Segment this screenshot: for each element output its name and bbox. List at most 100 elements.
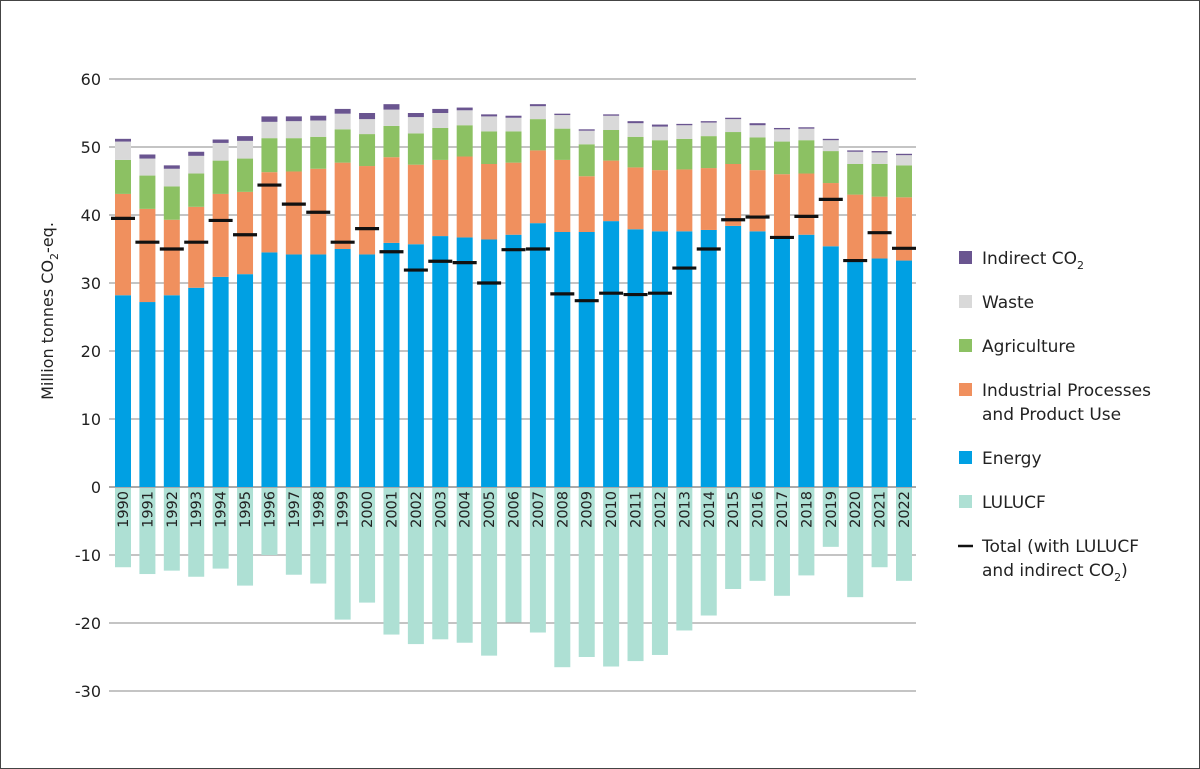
legend-swatch [959,295,972,308]
bar-segment-indirect-co2 [773,127,790,130]
bar-segment-energy [822,246,839,487]
bar-segment-indirect-co2 [627,121,644,124]
bar-segment-lulucf [237,488,254,586]
x-tick-label: 2011 [629,491,645,528]
x-tick-label: 2008 [555,491,571,528]
x-tick-label: 2022 [897,491,913,528]
bar-segment-waste [822,140,839,152]
bar-segment-energy [700,229,717,487]
bar-segment-waste [139,158,156,176]
bar-segment-energy [627,229,644,487]
bar-segment-energy [261,252,278,487]
bar-segment-energy [383,242,400,487]
x-tick-label: 2016 [751,491,767,528]
bar-segment-industrial-processes-and-product-use [627,167,644,230]
bar-segment-agriculture [871,164,888,197]
bar-segment-waste [529,106,546,120]
y-tick-label: -10 [75,546,101,565]
bar-segment-industrial-processes-and-product-use [407,164,424,245]
bar-segment-lulucf [139,488,156,575]
legend-swatch [959,339,972,352]
bar-segment-industrial-processes-and-product-use [603,160,620,222]
bar-segment-indirect-co2 [651,124,668,127]
bar-segment-industrial-processes-and-product-use [749,170,766,232]
bar-segment-industrial-processes-and-product-use [700,168,717,230]
legend-label: Indirect CO2 [982,249,1084,272]
bar-segment-energy [432,236,449,487]
bar-segment-indirect-co2 [700,121,717,123]
x-tick-label: 2013 [677,491,693,528]
bar-segment-agriculture [432,127,449,160]
bar-segment-energy [163,295,180,487]
bar-segment-agriculture [676,138,693,170]
legend-label: and indirect CO2) [982,561,1128,584]
legend-label-subscript: 2 [1114,571,1121,584]
x-tick-label: 1990 [116,491,132,528]
bar-segment-industrial-processes-and-product-use [725,164,742,226]
bar-segment-energy [798,234,815,487]
bar-segment-indirect-co2 [188,151,205,156]
x-tick-label: 1991 [140,491,156,528]
bar-segment-indirect-co2 [359,113,376,120]
x-tick-label: 2007 [531,491,547,528]
bar-segment-lulucf [798,488,815,576]
bar-segment-waste [237,140,254,159]
bars [115,104,912,668]
legend-label: Agriculture [982,337,1076,357]
y-tick-label: 0 [91,478,101,497]
bar-segment-waste [676,125,693,139]
x-tick-label: 2009 [580,491,596,528]
bar-segment-waste [261,121,278,139]
bar-segment-industrial-processes-and-product-use [773,174,790,238]
bar-segment-indirect-co2 [285,116,302,122]
bar-segment-lulucf [212,488,229,569]
legend-label-text: Indirect CO [982,249,1077,269]
bar-segment-industrial-processes-and-product-use [334,162,351,249]
bar-segment-indirect-co2 [871,151,888,153]
bar-segment-energy [285,254,302,487]
bar-segment-agriculture [285,138,302,172]
bar-segment-agriculture [651,140,668,171]
bar-segment-industrial-processes-and-product-use [139,208,156,303]
bar-segment-agriculture [627,136,644,168]
bar-segment-waste [359,119,376,135]
bar-segment-indirect-co2 [163,165,180,169]
bar-segment-indirect-co2 [212,139,229,143]
x-tick-label: 2010 [604,491,620,528]
bar-segment-indirect-co2 [822,138,839,141]
bar-segment-indirect-co2 [505,115,522,118]
bar-segment-lulucf [334,488,351,620]
bar-segment-indirect-co2 [456,107,473,111]
bar-segment-lulucf [115,488,131,568]
bar-segment-indirect-co2 [237,136,254,141]
y-tick-label: 40 [81,206,101,225]
legend-label: Total (with LULUCF [981,537,1139,557]
bar-segment-energy [773,237,790,487]
bar-segment-lulucf [359,488,376,603]
x-tick-label: 2004 [458,491,474,528]
x-tick-label: 2003 [433,491,449,528]
y-axis-label: Million tonnes CO2-eq. [38,222,61,400]
bar-segment-indirect-co2 [334,108,351,114]
bar-segment-industrial-processes-and-product-use [896,197,912,261]
bar-segment-waste [773,129,790,142]
y-tick-label: -20 [75,614,101,633]
bar-segment-energy [871,258,888,487]
bar-segment-industrial-processes-and-product-use [188,206,205,288]
bar-segment-energy [456,237,473,487]
x-tick-label: 2021 [873,491,889,528]
y-tick-label: 10 [81,410,101,429]
bar-segment-industrial-processes-and-product-use [798,173,815,235]
bar-segment-industrial-processes-and-product-use [481,164,498,240]
bar-segment-waste [310,120,327,137]
x-tick-label: 2005 [482,491,498,528]
bar-segment-indirect-co2 [578,129,595,131]
bar-segment-waste [505,117,522,132]
bar-segment-agriculture [481,131,498,164]
bar-segment-lulucf [285,488,302,575]
bar-segment-waste [896,155,912,166]
bar-segment-energy [139,302,156,487]
bar-segment-lulucf [481,488,498,656]
bar-segment-indirect-co2 [529,104,546,107]
